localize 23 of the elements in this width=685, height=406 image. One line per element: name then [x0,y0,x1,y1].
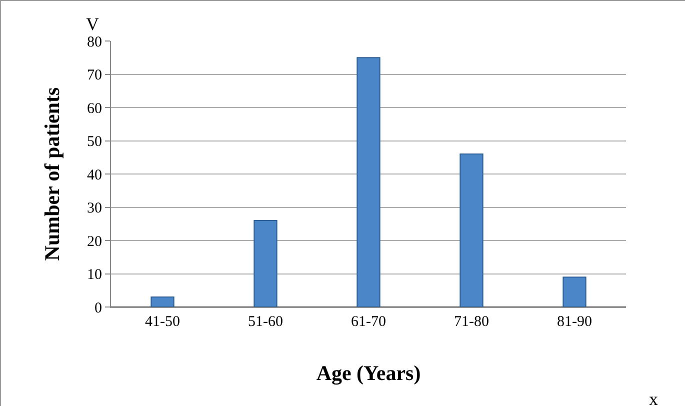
bar [254,220,278,307]
y-tick-label: 70 [87,68,102,84]
x-tick-label: 51-60 [248,314,283,330]
y-tick-label: 20 [87,234,102,250]
x-tick-label: 81-90 [557,314,592,330]
y-tick-label: 30 [87,200,102,216]
y-tick-label: 40 [87,167,102,184]
x-tick-label: 71-80 [454,314,489,330]
x-axis-title: Age (Years) [316,361,421,385]
bar [356,57,380,307]
y-tick-label: 80 [87,34,102,50]
text: x [649,389,658,406]
y-tick-label: 10 [87,267,102,283]
bar [562,276,586,307]
text: V [86,14,99,34]
y-tick-label: 0 [94,300,102,316]
bar [150,296,174,307]
y-axis-title: Number of patients [40,87,64,261]
x-tick-label: 61-70 [351,314,386,330]
y-tick-label: 60 [87,100,102,117]
y-tick-label: 50 [87,134,102,150]
x-tick-label: 41-50 [145,314,180,330]
bar [460,154,484,307]
